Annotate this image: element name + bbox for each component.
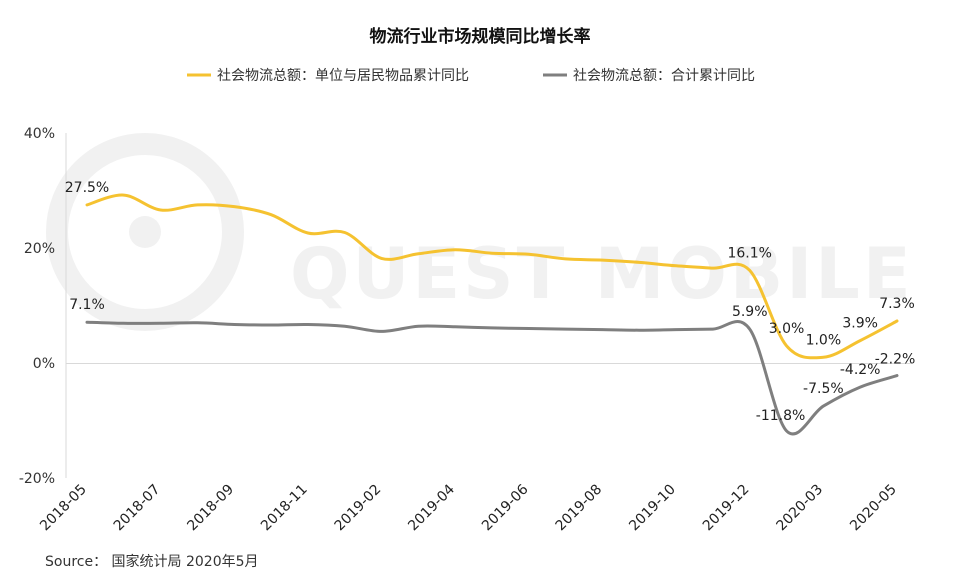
x-tick-label: 2019-04 — [405, 481, 458, 534]
x-tick-labels: 2018-05 2018-07 2018-09 2018-11 2019-02 2019-… — [37, 481, 900, 534]
y-tick-label: -20% — [19, 471, 55, 487]
data-label: -11.8% — [756, 408, 806, 424]
source-note: Source： 国家统计局 2020年5月 — [45, 553, 259, 570]
x-tick-label: 2020-05 — [847, 482, 900, 535]
series-lines — [85, 193, 899, 436]
y-tick-labels: -20% 0% 20% 40% — [19, 126, 55, 487]
legend-label-series-1: 社会物流总额：单位与居民物品累计同比 — [217, 68, 469, 84]
data-labels: 27.5% 16.1% 3.0%1.0%3.9%7.3% 7.1% 5.9% -11.8%… — [65, 180, 916, 424]
legend: 社会物流总额：单位与居民物品累计同比 社会物流总额：合计累计同比 — [187, 68, 755, 84]
x-tick-label: 2018-05 — [37, 482, 90, 535]
watermark-text: QUEST MOBILE — [290, 233, 914, 315]
watermark-logo-ring — [46, 133, 244, 331]
chart-title: 物流行业市场规模同比增长率 — [370, 26, 591, 47]
y-tick-label: 0% — [33, 356, 55, 372]
x-tick-label: 2020-03 — [774, 482, 827, 535]
data-label: 16.1% — [727, 245, 771, 261]
x-tick-label: 2019-08 — [553, 482, 606, 535]
data-label: -4.2% — [840, 362, 881, 378]
x-tick-label: 2018-11 — [258, 482, 311, 535]
series-line-1 — [85, 193, 899, 360]
data-label: -7.5% — [803, 381, 844, 397]
x-tick-label: 2018-07 — [111, 482, 164, 535]
x-tick-label: 2019-12 — [700, 482, 753, 535]
data-label: 1.0% — [806, 332, 842, 348]
watermark-logo-dot — [129, 216, 161, 248]
data-label: 5.9% — [732, 304, 768, 320]
x-tick-label: 2019-10 — [626, 482, 679, 535]
y-tick-label: 40% — [24, 126, 55, 142]
x-tick-label: 2019-02 — [332, 482, 385, 535]
series-line-2 — [85, 320, 899, 436]
y-tick-label: 20% — [24, 241, 55, 257]
data-label: 7.3% — [879, 296, 915, 312]
data-label: -2.2% — [875, 352, 916, 368]
data-label: 3.9% — [842, 316, 878, 332]
data-label: 7.1% — [69, 297, 105, 313]
data-label: 3.0% — [769, 321, 805, 337]
watermark: QUEST MOBILE — [46, 133, 914, 331]
x-tick-label: 2019-06 — [479, 481, 532, 534]
x-tick-label: 2018-09 — [184, 482, 237, 535]
data-label: 27.5% — [65, 180, 109, 196]
legend-label-series-2: 社会物流总额：合计累计同比 — [573, 68, 755, 84]
